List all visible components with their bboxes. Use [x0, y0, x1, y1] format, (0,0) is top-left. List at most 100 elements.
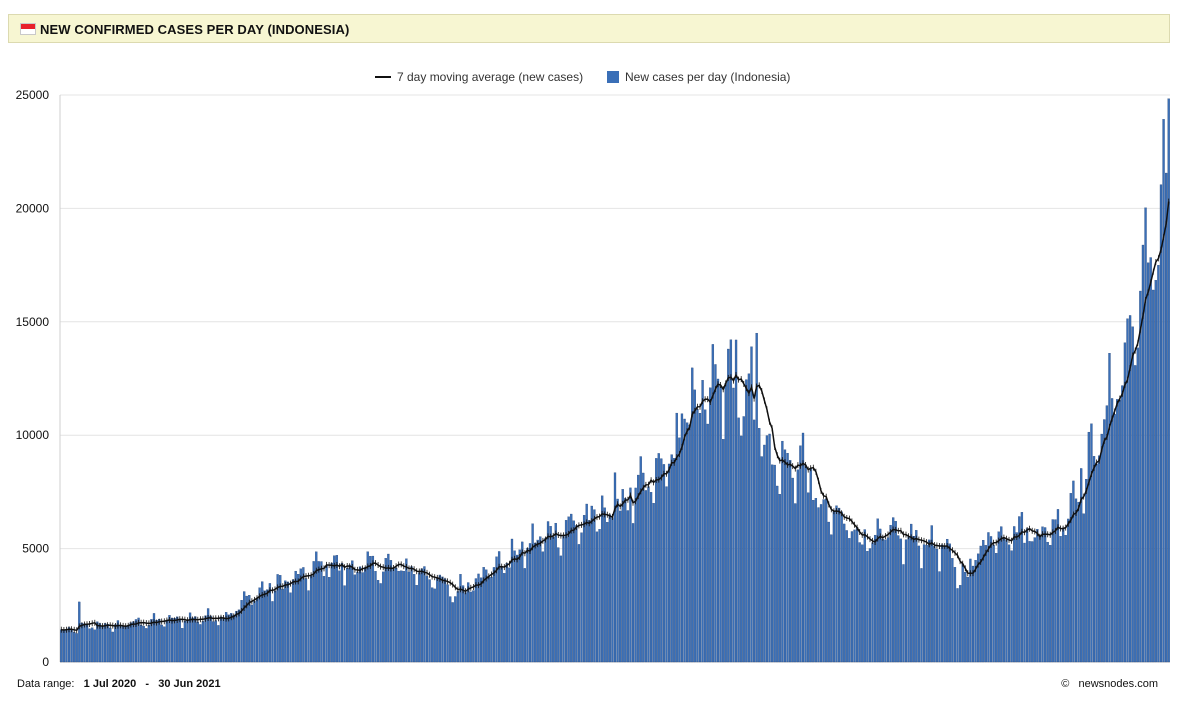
bar [928, 539, 931, 663]
indonesia-flag-icon [20, 23, 36, 35]
bar [1000, 526, 1003, 663]
bar [853, 529, 856, 663]
bar [258, 587, 261, 663]
bar [564, 520, 568, 663]
bar [230, 613, 233, 663]
bar [830, 534, 833, 663]
bar [467, 582, 470, 663]
bar [1082, 513, 1085, 663]
bar [253, 601, 256, 663]
bar [327, 577, 331, 663]
bar [508, 567, 511, 663]
bar [1025, 528, 1029, 663]
bar [526, 547, 529, 663]
bar [67, 627, 71, 663]
bar [881, 538, 884, 663]
bar [261, 581, 264, 663]
bar [209, 615, 212, 663]
bar [297, 574, 300, 663]
bar [964, 572, 967, 663]
bar [827, 521, 830, 663]
bar [953, 567, 957, 663]
bar [83, 623, 86, 663]
bar [930, 525, 933, 663]
bar [420, 568, 423, 663]
bar [116, 620, 120, 663]
bar [505, 563, 508, 663]
bar [482, 567, 485, 663]
bar [706, 423, 709, 663]
bar [364, 567, 367, 663]
bar [343, 585, 346, 663]
bar [1051, 519, 1054, 663]
bar [397, 571, 400, 663]
legend-line-label: 7 day moving average (new cases) [397, 70, 583, 84]
bar [1072, 480, 1075, 663]
bar [145, 628, 148, 663]
bar [382, 571, 385, 663]
bar [503, 573, 506, 663]
bar [114, 624, 117, 663]
bar [361, 572, 364, 663]
y-tick-label: 20000 [16, 201, 50, 215]
bar [1149, 257, 1152, 663]
bar [338, 570, 341, 663]
bar [425, 575, 429, 663]
bar [737, 417, 740, 663]
bar [212, 621, 215, 663]
bar [101, 626, 104, 663]
bar [291, 579, 295, 663]
data-range-separator: - [145, 678, 150, 690]
bar [559, 555, 563, 663]
bar [1074, 498, 1078, 663]
bar [631, 523, 635, 663]
bar [1069, 493, 1072, 663]
bar [516, 554, 519, 663]
bar [778, 494, 781, 663]
bar [273, 590, 277, 663]
bar [1061, 527, 1065, 663]
bar [791, 477, 794, 663]
bar [704, 409, 707, 663]
bar [616, 498, 619, 663]
bar [626, 510, 630, 663]
bar [670, 454, 673, 663]
bar [93, 629, 96, 663]
bar [78, 601, 81, 663]
bar [322, 576, 326, 663]
bar [356, 571, 359, 663]
legend-bar-swatch [607, 71, 619, 83]
bar [1036, 529, 1039, 663]
bar [1031, 541, 1034, 663]
bar [1098, 455, 1101, 663]
bar [786, 453, 789, 663]
bar [1118, 399, 1121, 663]
bar [606, 522, 609, 663]
bar [619, 510, 622, 663]
bar [449, 596, 452, 663]
bar [868, 548, 872, 663]
bar [309, 576, 313, 663]
bar [1049, 545, 1052, 663]
bar [495, 556, 498, 663]
bar [969, 558, 972, 663]
bar [464, 592, 467, 663]
bar [1146, 262, 1150, 663]
bar [394, 567, 398, 663]
bar [387, 553, 390, 663]
data-range-end: 30 Jun 2021 [158, 678, 221, 690]
bar [497, 551, 501, 663]
bar [788, 460, 792, 663]
bar [861, 544, 864, 663]
bar [1007, 544, 1011, 663]
bar [716, 378, 720, 663]
bar [485, 569, 488, 663]
bar [160, 624, 163, 663]
bar [96, 621, 99, 663]
bar [65, 629, 68, 663]
bar [776, 485, 779, 663]
bar [673, 458, 676, 663]
bar [837, 507, 841, 663]
bar [683, 418, 686, 663]
bar [500, 566, 503, 663]
